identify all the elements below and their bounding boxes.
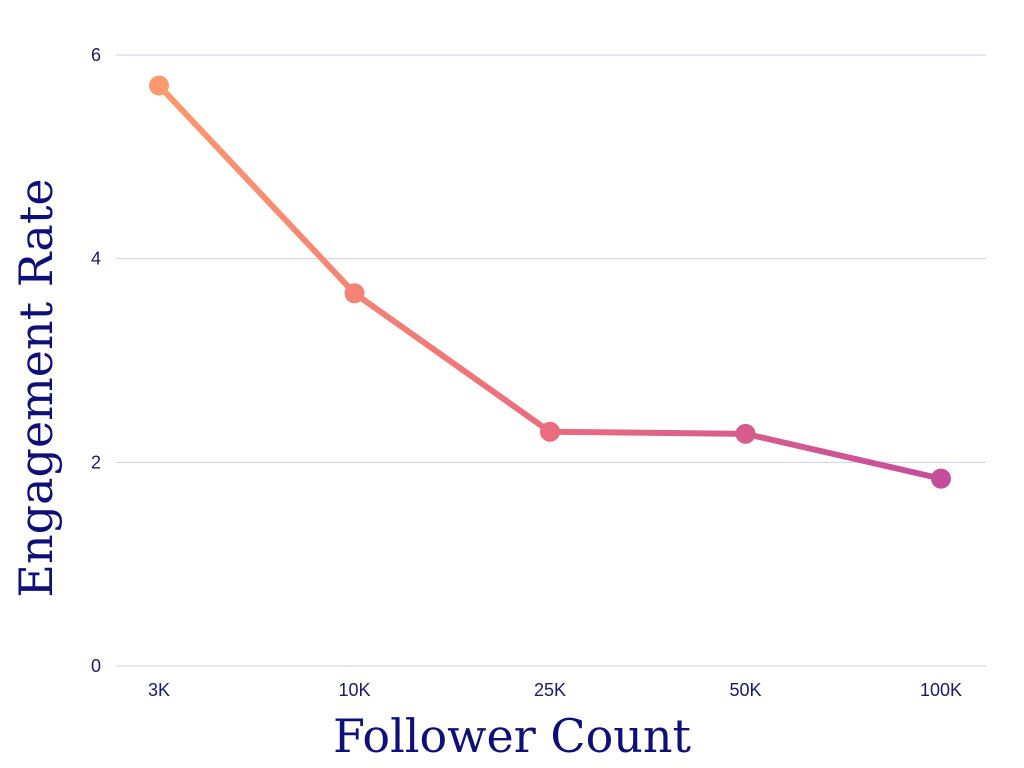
data-point-50K — [735, 423, 756, 444]
data-point-3K — [149, 75, 169, 96]
y-axis-title: Engagement Rate — [9, 178, 63, 597]
data-point-100K — [931, 468, 951, 489]
y-axis-ticks: 0 2 4 6 — [91, 45, 101, 676]
x-axis-title: Follower Count — [333, 709, 692, 763]
y-tick-label: 0 — [91, 656, 101, 676]
series-line — [156, 82, 944, 482]
x-tick-label: 100K — [920, 680, 962, 700]
y-tick-label: 6 — [91, 45, 101, 65]
x-tick-label: 50K — [729, 680, 761, 700]
x-tick-label: 25K — [534, 680, 566, 700]
data-point-25K — [540, 421, 560, 442]
data-point-10K — [344, 283, 365, 304]
y-tick-label: 2 — [91, 452, 101, 472]
x-axis-ticks: 3K 10K 25K 50K 100K — [148, 680, 962, 700]
x-tick-label: 3K — [148, 680, 170, 700]
series-engagement — [149, 75, 951, 489]
x-tick-label: 10K — [338, 680, 370, 700]
grid — [116, 54, 986, 667]
y-tick-label: 4 — [91, 249, 101, 269]
